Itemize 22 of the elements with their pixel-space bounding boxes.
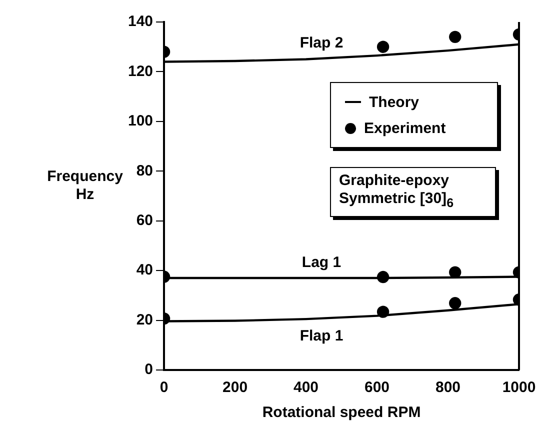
y-axis-title: Frequency Hz [46,168,124,204]
y-tick-label: 40 [136,262,154,279]
y-tick-label: 60 [136,212,154,229]
annotation: Flap 2 [300,34,344,52]
x-tick-label: 0 [160,379,168,396]
y-tick-label: 140 [128,13,154,30]
y-tick-label: 20 [136,311,154,328]
x-axis-title: Rotational speed RPM [262,404,421,422]
y-tick-label: 0 [144,361,154,378]
y-tick-label: 80 [136,162,154,180]
annotation: Flap 1 [300,327,344,344]
x-tick-label: 200 [222,379,248,396]
x-tick-label: 600 [364,379,390,396]
y-tick-label: 120 [128,62,154,80]
x-tick-label: 400 [294,379,319,396]
label-box: Graphite-epoxy Symmetric [30]$_{6}$ [330,167,496,217]
y-tick-label: 100 [128,112,154,130]
x-tick-label: 800 [435,379,461,396]
annotation: Lag 1 [302,254,342,272]
x-tick-label: 1000 [502,379,536,396]
legend-label: Experiment [364,120,446,136]
legend-label: Theory [369,94,420,110]
